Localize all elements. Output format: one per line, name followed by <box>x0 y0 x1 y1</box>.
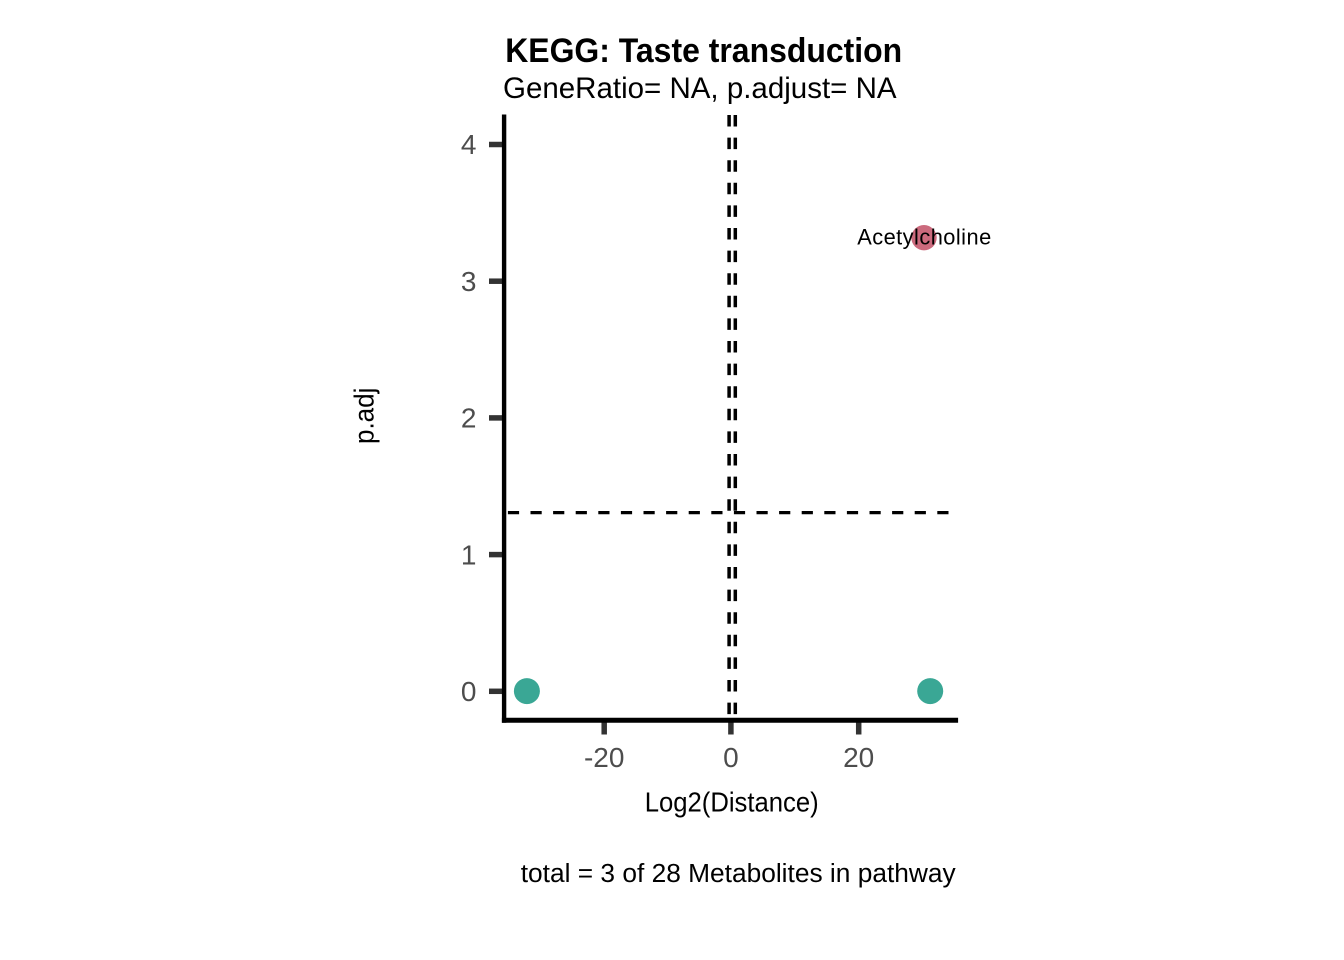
svg-text:2: 2 <box>461 403 477 434</box>
svg-text:Log2(Distance): Log2(Distance) <box>645 786 819 817</box>
svg-text:p.adj: p.adj <box>349 388 380 445</box>
svg-text:KEGG: Taste transduction: KEGG: Taste transduction <box>505 32 902 70</box>
svg-text:Acetylcholine: Acetylcholine <box>857 225 991 250</box>
svg-text:0: 0 <box>461 676 477 707</box>
svg-text:-20: -20 <box>584 742 624 773</box>
svg-text:3: 3 <box>461 266 477 297</box>
svg-text:0: 0 <box>723 742 739 773</box>
svg-text:GeneRatio= NA, p.adjust= NA: GeneRatio= NA, p.adjust= NA <box>503 72 897 105</box>
svg-text:total = 3 of 28 Metabolites in: total = 3 of 28 Metabolites in pathway <box>521 858 957 888</box>
svg-text:1: 1 <box>461 539 477 570</box>
svg-text:4: 4 <box>461 129 477 160</box>
svg-text:20: 20 <box>843 742 874 773</box>
